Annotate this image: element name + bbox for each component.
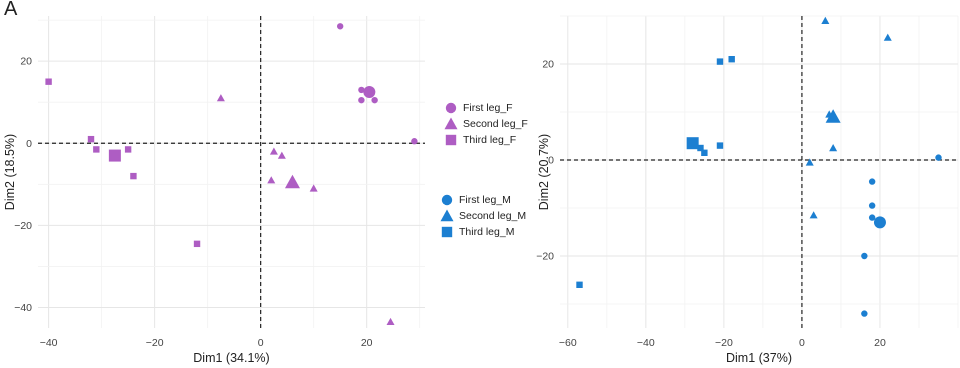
legend-item-second-leg-m: Second leg_M — [439, 208, 526, 224]
data-point-square — [697, 144, 704, 152]
grid — [560, 15, 959, 328]
legend-marker-square — [441, 226, 453, 238]
x-tick-label: 0 — [799, 337, 805, 349]
data-point-triangle — [386, 317, 395, 326]
data-point-circle — [371, 96, 378, 104]
x-tick-label: 0 — [258, 337, 264, 349]
data-point-triangle — [829, 144, 838, 152]
data-point-square — [728, 56, 735, 63]
y-tick-label: −20 — [14, 220, 32, 232]
x-tick-label: −40 — [637, 337, 655, 349]
legend-label: First leg_M — [459, 194, 511, 206]
legend-item-third-leg-f: Third leg_F — [443, 132, 528, 148]
centroid-square — [686, 137, 699, 150]
data-point-triangle — [267, 176, 276, 184]
y-tick-label: 0 — [548, 155, 554, 167]
data-point-square — [124, 146, 132, 153]
data-point-circle — [935, 154, 942, 161]
x-axis-title: Dim1 (37%) — [726, 351, 792, 365]
data-point-triangle — [269, 147, 278, 155]
legend-circle-icon — [445, 102, 457, 114]
data-point-circle — [861, 310, 868, 317]
data-point-triangle — [821, 16, 830, 24]
centroid-circle — [873, 216, 886, 229]
data-point-square — [130, 172, 137, 180]
data-point-square — [45, 78, 52, 85]
centroid-circle — [363, 85, 376, 98]
legend-label: First leg_F — [463, 102, 513, 114]
data-point-triangle — [883, 33, 892, 41]
data-point-circle — [868, 202, 876, 209]
data-point-square — [93, 146, 100, 153]
series-first-leg-f — [336, 23, 418, 145]
legend-circle-icon — [441, 194, 453, 206]
series-first-leg-m — [861, 154, 942, 317]
data-point-square — [87, 135, 95, 143]
legend-item-third-leg-m: Third leg_M — [439, 224, 526, 240]
y-tick-label: 0 — [26, 138, 32, 150]
x-axis-title: Dim1 (34.1%) — [193, 351, 269, 365]
data-point-circle — [358, 86, 365, 94]
legend-label: Second leg_M — [459, 210, 527, 222]
data-point-circle — [868, 214, 876, 221]
x-tick-label: −40 — [40, 337, 58, 349]
scatter-plot-2: −60 −40 −20 0 20 −20 0 20 Dim1 (37%) Dim2 (20.7%) — [536, 15, 959, 365]
data-point-triangle — [805, 158, 814, 166]
data-point-square — [716, 58, 724, 65]
series-second-leg-f — [216, 94, 395, 326]
series-second-leg-m — [805, 16, 892, 219]
data-point-circle — [336, 23, 344, 30]
legend-marker-triangle — [444, 117, 458, 130]
legend-triangle-icon — [444, 117, 458, 130]
data-point-triangle — [216, 94, 225, 102]
legend-triangle-icon — [440, 209, 454, 222]
data-point-square — [701, 149, 708, 156]
y-tick-label: −20 — [536, 251, 554, 263]
data-point-triangle — [309, 184, 318, 192]
series-third-leg-f — [45, 78, 201, 248]
data-point-triangle — [809, 211, 818, 219]
legend-item-second-leg-f: Second leg_F — [443, 116, 528, 132]
data-point-square — [716, 142, 724, 149]
y-tick-label: 20 — [20, 56, 32, 68]
legend-label: Third leg_M — [459, 226, 515, 238]
legend-marker-circle — [441, 194, 453, 206]
centroid-triangle — [825, 109, 841, 123]
y-axis-title: Dim2 (20.7%) — [537, 134, 551, 210]
legend-item-first-leg-f: First leg_F — [443, 100, 528, 116]
legend-male: First leg_M Second leg_M Third leg_M — [439, 192, 526, 240]
legend-square-icon — [441, 226, 453, 238]
scatter-plot-1: −40 −20 0 20 −40 −20 0 20 Dim1 (34.1%) Dim2 (18.5… — [3, 16, 425, 365]
legend-square-icon — [445, 134, 457, 146]
series-third-leg-m — [576, 56, 735, 288]
centroid-triangle — [284, 174, 300, 189]
legend-marker-square — [445, 134, 457, 146]
data-point-square — [576, 281, 583, 288]
panel-label: A — [4, 0, 18, 20]
y-tick-label: 20 — [542, 59, 554, 71]
x-tick-label: −60 — [559, 337, 577, 349]
data-point-square — [193, 240, 201, 248]
centroid-square — [108, 149, 121, 162]
legend-label: Third leg_F — [463, 134, 517, 146]
y-axis-title: Dim2 (18.5%) — [3, 134, 17, 210]
data-point-circle — [861, 252, 868, 260]
y-tick-label: −40 — [14, 302, 32, 314]
x-tick-label: 20 — [874, 337, 886, 349]
legend-marker-circle — [445, 102, 457, 114]
legend-female: First leg_F Second leg_F Third leg_F — [443, 100, 528, 148]
data-point-circle — [868, 178, 876, 185]
grid — [38, 16, 425, 328]
x-tick-label: 20 — [361, 337, 373, 349]
data-point-triangle — [277, 151, 286, 159]
legend-marker-triangle — [440, 209, 454, 222]
x-tick-label: −20 — [146, 337, 164, 349]
data-point-circle — [358, 96, 365, 104]
data-point-circle — [411, 138, 418, 145]
legend-label: Second leg_F — [463, 118, 528, 130]
legend-item-first-leg-m: First leg_M — [439, 192, 526, 208]
x-tick-label: −20 — [715, 337, 733, 349]
